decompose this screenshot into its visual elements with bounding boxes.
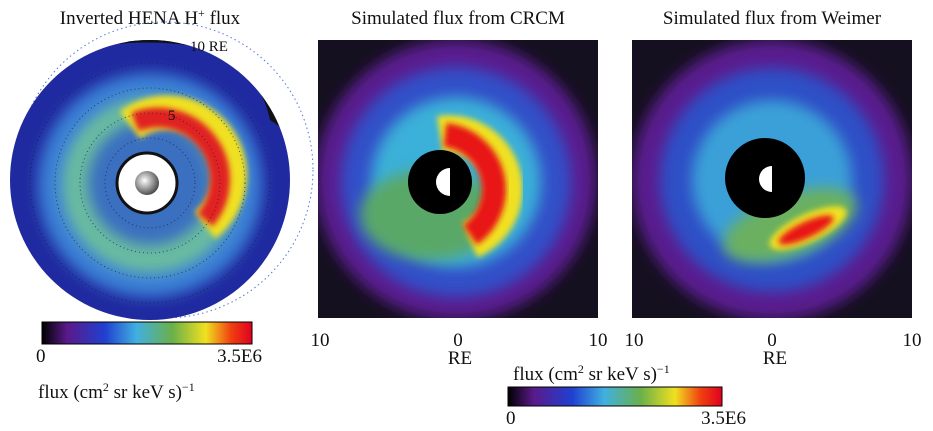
- text-part: sr keV s): [109, 382, 182, 403]
- colorbar-max: 3.5E6: [701, 408, 746, 429]
- text-part: −1: [657, 362, 670, 376]
- text-part: flux (cm: [513, 364, 578, 385]
- flux-image: [318, 40, 598, 318]
- text-part: Inverted HENA H: [60, 8, 199, 29]
- colorbar-unit: flux (cm2 sr keV s)−1: [38, 380, 195, 403]
- earth: [135, 171, 159, 195]
- panel-weimer: Simulated flux from Weimer 10 0 10 RE: [625, 8, 922, 369]
- text-part: 2: [578, 362, 584, 376]
- panel-title: Inverted HENA H+ flux: [60, 6, 241, 29]
- colorbar-min: 0: [506, 408, 516, 429]
- text-part: flux: [205, 8, 241, 29]
- text-part: −1: [182, 380, 195, 394]
- x-tick-label: 0: [767, 330, 777, 351]
- panel-title: Simulated flux from CRCM: [351, 8, 565, 29]
- outer-label: 10 RE: [190, 39, 228, 55]
- panel-title: Simulated flux from Weimer: [663, 8, 882, 29]
- x-tick-label: 10: [903, 330, 922, 351]
- colorbar-max: 3.5E6: [217, 346, 262, 367]
- colorbar-min: 0: [36, 346, 46, 367]
- text-part: 2: [103, 380, 109, 394]
- panel-crcm: Simulated flux from CRCM 10 0 10 RE: [311, 8, 608, 369]
- colorbar: [507, 386, 723, 407]
- x-tick-label: 10: [625, 330, 644, 351]
- x-tick-label: 10: [589, 330, 608, 351]
- colorbar-unit: flux (cm2 sr keV s)−1: [513, 362, 670, 385]
- shared-colorbar: flux (cm2 sr keV s)−1 0 3.5E6: [506, 362, 746, 429]
- inner-label: 5: [168, 108, 176, 124]
- x-tick-label: 10: [311, 330, 330, 351]
- x-axis-label: RE: [448, 348, 472, 369]
- x-axis-label: RE: [763, 348, 787, 369]
- text-part: +: [198, 6, 205, 20]
- text-part: flux (cm: [38, 382, 103, 403]
- flux-image: [632, 40, 912, 318]
- panel-hena: Inverted HENA H+ flux 10 RE 5 0 3.5E6 fl…: [10, 6, 314, 403]
- text-part: sr keV s): [584, 364, 657, 385]
- colorbar: [41, 321, 253, 345]
- x-tick-label: 0: [453, 330, 463, 351]
